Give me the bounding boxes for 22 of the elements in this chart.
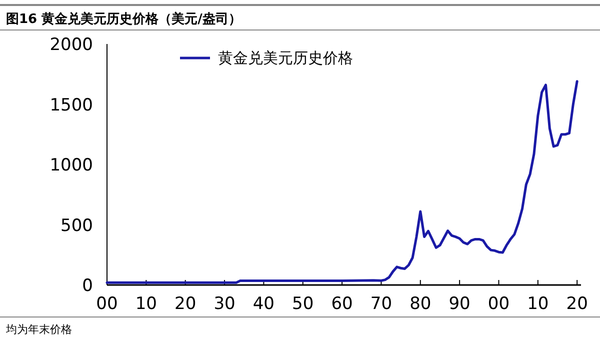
- y-tick-label: 2000: [50, 35, 93, 55]
- y-tick-label: 0: [82, 276, 93, 296]
- text: 均为年末价格: [5, 323, 72, 336]
- x-tick-label: 20: [174, 294, 196, 314]
- line-series: [106, 80, 578, 284]
- y-tick-label: 1500: [50, 95, 93, 116]
- x-tick-label: 80: [410, 294, 432, 314]
- y-tick-label: 1000: [50, 156, 93, 176]
- x-tick-label: 20: [566, 294, 588, 314]
- y-tick-label: 500: [60, 216, 93, 236]
- x-tick-label: 10: [527, 294, 549, 314]
- x-tick-label: 10: [135, 294, 157, 314]
- x-tick-label: 00: [96, 294, 118, 314]
- legend-label: 黄金兑美元历史价格: [218, 49, 353, 67]
- x-tick-label: 60: [331, 294, 353, 314]
- x-tick-label: 90: [448, 294, 470, 314]
- x-tick-label: 30: [214, 294, 236, 314]
- x-tick-label: 50: [292, 294, 314, 314]
- x-tick-label: 70: [370, 294, 392, 314]
- chart-title: 图16 黄金兑美元历史价格（美元/盎司）: [6, 11, 242, 27]
- x-tick-label: 00: [488, 294, 510, 314]
- x-tick-label: 40: [252, 294, 275, 314]
